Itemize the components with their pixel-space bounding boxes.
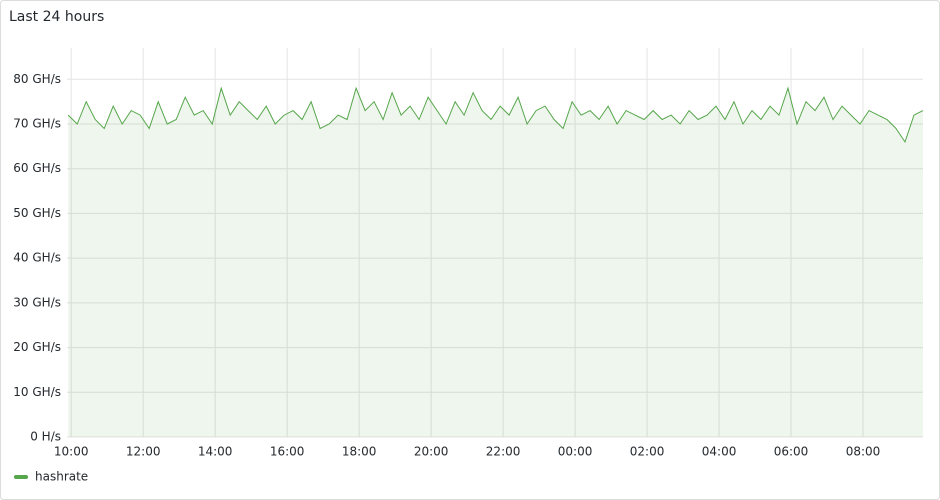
legend-label: hashrate [35, 470, 88, 484]
y-tick-label: 10 GH/s [13, 385, 61, 399]
x-tick-label: 20:00 [414, 445, 449, 459]
y-tick-label: 80 GH/s [13, 72, 61, 86]
y-tick-label: 40 GH/s [13, 251, 61, 265]
x-tick-label: 12:00 [126, 445, 161, 459]
x-tick-label: 08:00 [846, 445, 881, 459]
y-tick-label: 50 GH/s [13, 206, 61, 220]
y-tick-label: 60 GH/s [13, 161, 61, 175]
x-tick-label: 16:00 [270, 445, 305, 459]
panel-title: Last 24 hours [9, 9, 104, 25]
x-tick-label: 06:00 [774, 445, 809, 459]
legend-swatch [14, 475, 28, 479]
x-tick-label: 00:00 [558, 445, 593, 459]
x-tick-label: 02:00 [630, 445, 665, 459]
y-tick-label: 0 H/s [30, 430, 61, 444]
y-tick-label: 30 GH/s [13, 295, 61, 309]
x-tick-label: 18:00 [342, 445, 377, 459]
y-tick-label: 20 GH/s [13, 340, 61, 354]
x-tick-label: 10:00 [54, 445, 89, 459]
x-tick-label: 04:00 [702, 445, 737, 459]
x-tick-label: 22:00 [486, 445, 521, 459]
y-tick-label: 70 GH/s [13, 117, 61, 131]
series-line [67, 86, 924, 144]
area-fill [68, 88, 924, 437]
x-tick-label: 14:00 [198, 445, 233, 459]
